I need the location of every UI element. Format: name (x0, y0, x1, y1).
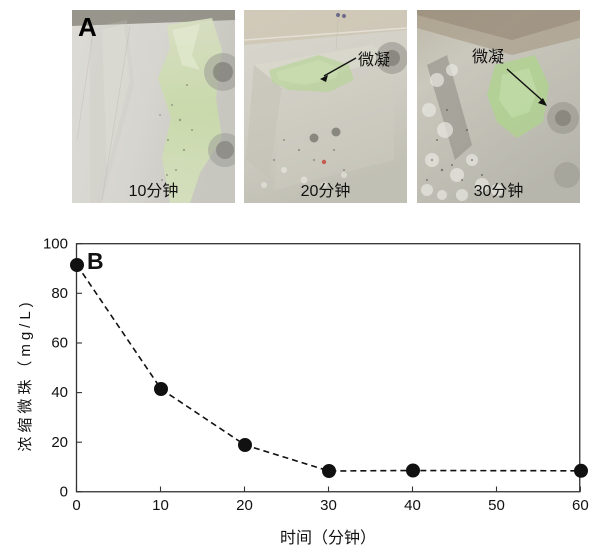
svg-text:30: 30 (320, 497, 337, 514)
svg-text:80: 80 (51, 285, 68, 302)
svg-text:10: 10 (152, 497, 169, 514)
svg-text:0: 0 (72, 497, 80, 514)
svg-text:50: 50 (488, 497, 505, 514)
svg-text:0: 0 (60, 484, 68, 501)
svg-text:60: 60 (51, 335, 68, 352)
svg-text:浓缩微珠（mg/L): 浓缩微珠（mg/L) (17, 298, 34, 451)
svg-text:时间（分钟）: 时间（分钟） (280, 529, 376, 547)
svg-text:100: 100 (43, 236, 68, 253)
svg-text:20: 20 (51, 434, 68, 451)
svg-text:40: 40 (51, 384, 68, 401)
svg-text:40: 40 (404, 497, 421, 514)
svg-text:60: 60 (572, 497, 589, 514)
svg-text:20: 20 (236, 497, 253, 514)
svg-text:B: B (87, 248, 104, 274)
